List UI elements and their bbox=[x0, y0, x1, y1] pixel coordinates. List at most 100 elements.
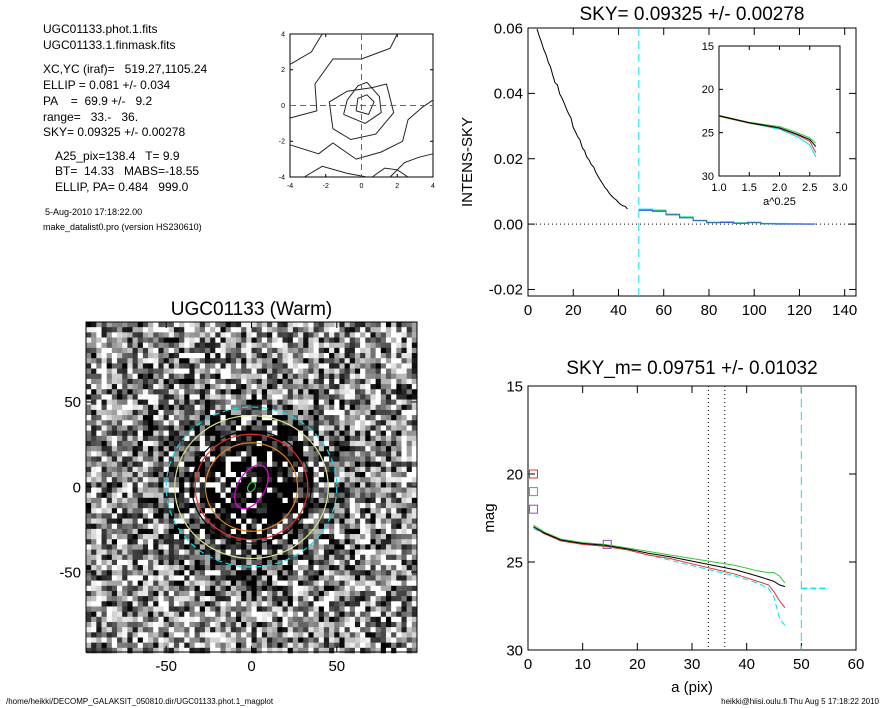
inset-xtick-label: 2.0 bbox=[772, 182, 787, 194]
inset-ytick-label: 20 bbox=[702, 84, 714, 96]
footer-host: heikki@hiisi.oulu.fi Thu Aug 5 17:18:22 … bbox=[721, 697, 879, 706]
contour-line bbox=[328, 83, 395, 141]
contour-line bbox=[343, 81, 382, 124]
mag-ytick-label: 20 bbox=[506, 466, 523, 483]
isophote-ellipse-green bbox=[246, 481, 257, 493]
contour-ytick-label: 2 bbox=[281, 67, 285, 74]
mag-xtick-label: 30 bbox=[684, 656, 701, 673]
contour-xtick-label: 0 bbox=[360, 183, 364, 190]
contour-line bbox=[289, 33, 323, 65]
image-pixels bbox=[86, 322, 418, 654]
mag-xlabel: a (pix) bbox=[671, 679, 713, 696]
isophote-ellipse-orange bbox=[204, 442, 299, 532]
intens-ytick-label: -0.02 bbox=[489, 282, 523, 299]
inset-xlabel: a^0.25 bbox=[763, 196, 796, 208]
isophote-ellipse-magenta bbox=[234, 464, 269, 510]
intens-xtick-label: 140 bbox=[832, 302, 857, 319]
intens-xtick-label: 80 bbox=[701, 302, 718, 319]
intens-ytick-label: 0.06 bbox=[494, 20, 523, 37]
image-ytick-label: 50 bbox=[64, 394, 81, 411]
image-ytick-label: 0 bbox=[73, 479, 81, 496]
inset-xtick-label: 1.0 bbox=[711, 182, 726, 194]
inset-xtick-label: 3.0 bbox=[832, 182, 847, 194]
info-ellip: ELLIP = 0.081 +/- 0.034 bbox=[43, 78, 171, 92]
info-range: range= 33.- 36. bbox=[43, 110, 139, 124]
contour-ytick-label: 4 bbox=[281, 31, 285, 38]
contour-line bbox=[289, 33, 398, 119]
mag-series-cyan bbox=[533, 528, 786, 626]
intens-title: SKY= 0.09325 +/- 0.00278 bbox=[579, 4, 804, 25]
inset-xtick-label: 2.5 bbox=[802, 182, 817, 194]
intens-ytick-label: 0.04 bbox=[494, 86, 523, 103]
image-xtick-label: -50 bbox=[155, 658, 177, 675]
intens-ytick-label: 0.00 bbox=[494, 216, 523, 233]
inset-ytick-label: 30 bbox=[702, 171, 714, 183]
intens-xtick-label: 0 bbox=[524, 302, 532, 319]
contour-line bbox=[304, 165, 367, 178]
image-ytick-label: -50 bbox=[59, 564, 81, 581]
mag-marker-green bbox=[528, 487, 538, 497]
mag-ytick-label: 25 bbox=[506, 554, 523, 571]
contour-xtick-label: -2 bbox=[323, 183, 329, 190]
info-date: 5-Aug-2010 17:18:22.00 bbox=[45, 207, 143, 217]
footer-path: /home/heikki/DECOMP_GALAKSIT_050810.dir/… bbox=[6, 697, 274, 706]
mag-xtick-label: 0 bbox=[524, 656, 532, 673]
contour-xtick-label: 4 bbox=[431, 183, 435, 190]
mag-xtick-label: 50 bbox=[793, 656, 810, 673]
info-program: make_datalist0.pro (version HS230610) bbox=[43, 222, 202, 232]
isophote-ellipse-black bbox=[191, 430, 312, 544]
inset-ytick-label: 15 bbox=[702, 41, 714, 53]
mag-marker-red bbox=[528, 469, 538, 479]
inset-series-black bbox=[718, 115, 817, 147]
mag-title: SKY_m= 0.09751 +/- 0.01032 bbox=[566, 358, 817, 379]
inset-xtick-label: 1.5 bbox=[742, 182, 757, 194]
info-pa: PA = 69.9 +/- 9.2 bbox=[43, 94, 153, 108]
info-bt: BT= 14.33 MABS=-18.55 bbox=[55, 164, 200, 178]
intens-frame bbox=[527, 27, 857, 297]
mag-xtick-label: 10 bbox=[574, 656, 591, 673]
contour-ytick-label: -2 bbox=[279, 139, 285, 146]
info-a25: A25_pix=138.4 T= 9.9 bbox=[55, 149, 180, 163]
mag-ylabel: mag bbox=[481, 503, 498, 532]
contour-ytick-label: 0 bbox=[281, 103, 285, 110]
contour-xtick-label: 2 bbox=[395, 183, 399, 190]
info-xcyc: XC,YC (iraf)= 519.27,1105.24 bbox=[43, 62, 208, 76]
info-ellip-pa: ELLIP, PA= 0.484 999.0 bbox=[55, 180, 189, 194]
contour-ytick-label: -4 bbox=[279, 174, 285, 181]
info-file1: UGC01133.phot.1.fits bbox=[43, 22, 158, 36]
intens-series-blue bbox=[638, 209, 816, 225]
mag-series-red bbox=[533, 526, 786, 609]
mag-ytick-label: 30 bbox=[506, 642, 523, 659]
mag-series-green bbox=[533, 524, 786, 584]
intens-series-black bbox=[536, 28, 628, 210]
isophote-ellipse-yellow_green bbox=[174, 414, 329, 560]
mag-xtick-label: 60 bbox=[848, 656, 865, 673]
isophote-ellipse-red bbox=[194, 433, 309, 541]
info-file2: UGC01133.1.finmask.fits bbox=[43, 38, 176, 52]
contour-line bbox=[371, 167, 409, 178]
intens-xtick-label: 20 bbox=[565, 302, 582, 319]
intens-xtick-label: 40 bbox=[610, 302, 627, 319]
info-sky: SKY= 0.09325 +/- 0.00278 bbox=[43, 125, 186, 139]
contour-line bbox=[389, 153, 434, 178]
image-title: UGC01133 (Warm) bbox=[171, 299, 333, 320]
image-xtick-label: 50 bbox=[328, 658, 345, 675]
mag-frame bbox=[527, 385, 857, 651]
mag-series-black bbox=[533, 526, 786, 588]
image-xtick-label: 0 bbox=[247, 658, 255, 675]
mag-ytick-label: 15 bbox=[506, 378, 523, 395]
intens-ytick-label: 0.02 bbox=[494, 151, 523, 168]
mag-marker-purple bbox=[602, 539, 612, 549]
isophote-ellipse-cyan bbox=[165, 406, 338, 568]
contour-xtick-label: -4 bbox=[287, 183, 293, 190]
intens-xtick-label: 100 bbox=[742, 302, 767, 319]
contour-line bbox=[289, 99, 434, 160]
inset-bg bbox=[719, 46, 840, 176]
intens-ylabel: INTENS-SKY bbox=[459, 117, 476, 207]
mag-xtick-label: 20 bbox=[629, 656, 646, 673]
mag-xtick-label: 40 bbox=[738, 656, 755, 673]
inset-ytick-label: 25 bbox=[702, 128, 714, 140]
contour-line bbox=[355, 94, 375, 115]
mag-marker-purple bbox=[528, 504, 538, 514]
